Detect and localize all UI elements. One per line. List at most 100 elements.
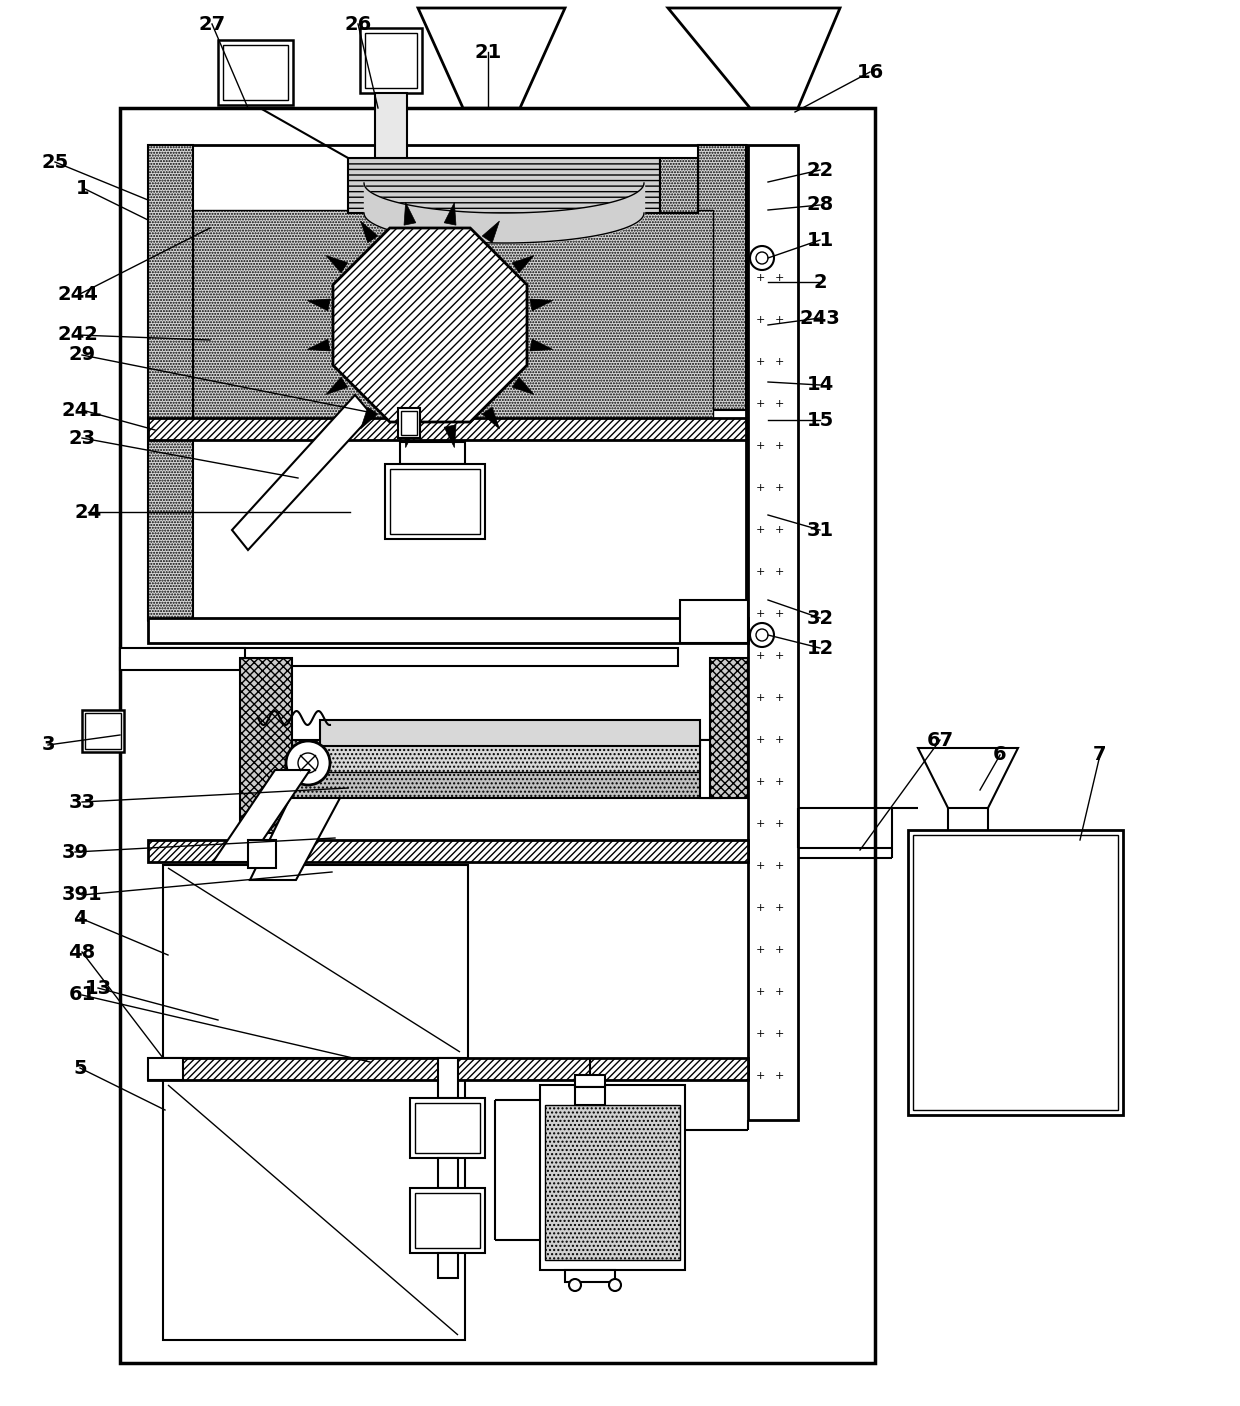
- Text: +: +: [755, 903, 765, 912]
- Bar: [698, 145, 746, 411]
- Bar: [120, 108, 875, 1362]
- Text: +: +: [774, 357, 784, 367]
- Text: 243: 243: [800, 308, 841, 328]
- Bar: [248, 839, 277, 868]
- Text: 33: 33: [68, 793, 95, 811]
- Polygon shape: [361, 408, 378, 429]
- Text: +: +: [774, 524, 784, 536]
- Polygon shape: [512, 256, 534, 273]
- Bar: [193, 209, 713, 420]
- Circle shape: [756, 252, 768, 264]
- Bar: [398, 408, 420, 439]
- Bar: [410, 1098, 485, 1159]
- Bar: [360, 28, 422, 93]
- Bar: [575, 1076, 605, 1087]
- Circle shape: [286, 741, 330, 785]
- Text: +: +: [755, 315, 765, 325]
- Text: +: +: [755, 693, 765, 703]
- Bar: [438, 1159, 458, 1188]
- Text: +: +: [755, 735, 765, 745]
- Text: 31: 31: [806, 520, 833, 540]
- Text: +: +: [774, 860, 784, 870]
- Polygon shape: [326, 256, 347, 273]
- Text: +: +: [774, 441, 784, 451]
- Text: +: +: [755, 820, 765, 830]
- Circle shape: [756, 628, 768, 641]
- Bar: [148, 619, 748, 643]
- Bar: [384, 464, 485, 538]
- Bar: [148, 1057, 748, 1080]
- Bar: [82, 710, 124, 752]
- Polygon shape: [320, 720, 701, 747]
- Bar: [148, 1057, 184, 1080]
- Bar: [748, 145, 799, 1121]
- Bar: [290, 740, 745, 799]
- Circle shape: [750, 246, 774, 270]
- Bar: [365, 32, 417, 89]
- Text: 2: 2: [813, 273, 827, 291]
- Polygon shape: [529, 299, 553, 311]
- Text: 24: 24: [74, 502, 102, 522]
- Bar: [401, 411, 417, 434]
- Text: 28: 28: [806, 195, 833, 215]
- Text: 27: 27: [198, 14, 226, 34]
- Text: 244: 244: [57, 285, 98, 305]
- Text: +: +: [774, 315, 784, 325]
- Bar: [120, 648, 246, 671]
- Text: +: +: [774, 987, 784, 997]
- Bar: [148, 839, 748, 862]
- Text: +: +: [774, 693, 784, 703]
- Text: +: +: [755, 399, 765, 409]
- Text: 22: 22: [806, 160, 833, 180]
- Polygon shape: [162, 1080, 465, 1340]
- Text: 14: 14: [806, 375, 833, 395]
- Bar: [348, 157, 660, 212]
- Text: 391: 391: [62, 886, 103, 904]
- Text: +: +: [774, 820, 784, 830]
- Text: +: +: [755, 1029, 765, 1039]
- Text: +: +: [755, 945, 765, 955]
- Text: +: +: [774, 484, 784, 494]
- Text: +: +: [774, 399, 784, 409]
- Text: +: +: [774, 945, 784, 955]
- Circle shape: [750, 623, 774, 647]
- Text: +: +: [755, 651, 765, 661]
- Polygon shape: [305, 740, 720, 772]
- Text: +: +: [774, 1071, 784, 1081]
- Text: 26: 26: [345, 14, 372, 34]
- Text: +: +: [755, 484, 765, 494]
- Bar: [565, 1270, 615, 1282]
- Text: 241: 241: [62, 401, 103, 419]
- Polygon shape: [308, 299, 330, 311]
- Text: +: +: [755, 1071, 765, 1081]
- Polygon shape: [308, 339, 330, 352]
- Text: 6: 6: [993, 745, 1007, 765]
- Polygon shape: [444, 202, 456, 225]
- Polygon shape: [404, 202, 415, 225]
- Polygon shape: [404, 425, 415, 447]
- Bar: [575, 1087, 605, 1105]
- Text: 21: 21: [475, 42, 502, 62]
- Polygon shape: [668, 8, 839, 108]
- Polygon shape: [529, 339, 553, 352]
- Text: 67: 67: [926, 731, 954, 749]
- Text: 3: 3: [41, 735, 55, 755]
- Bar: [374, 93, 407, 173]
- Polygon shape: [418, 8, 565, 108]
- Text: 1: 1: [76, 179, 89, 197]
- Text: +: +: [774, 735, 784, 745]
- Bar: [701, 740, 720, 799]
- Text: +: +: [755, 778, 765, 787]
- Text: +: +: [755, 441, 765, 451]
- Text: +: +: [755, 357, 765, 367]
- Text: +: +: [774, 567, 784, 576]
- Polygon shape: [482, 221, 500, 243]
- Text: 23: 23: [68, 429, 95, 447]
- Bar: [438, 1253, 458, 1278]
- Bar: [539, 1085, 684, 1270]
- Bar: [546, 1105, 680, 1260]
- Bar: [218, 39, 293, 105]
- Bar: [148, 145, 193, 620]
- Bar: [401, 441, 465, 464]
- Text: +: +: [755, 567, 765, 576]
